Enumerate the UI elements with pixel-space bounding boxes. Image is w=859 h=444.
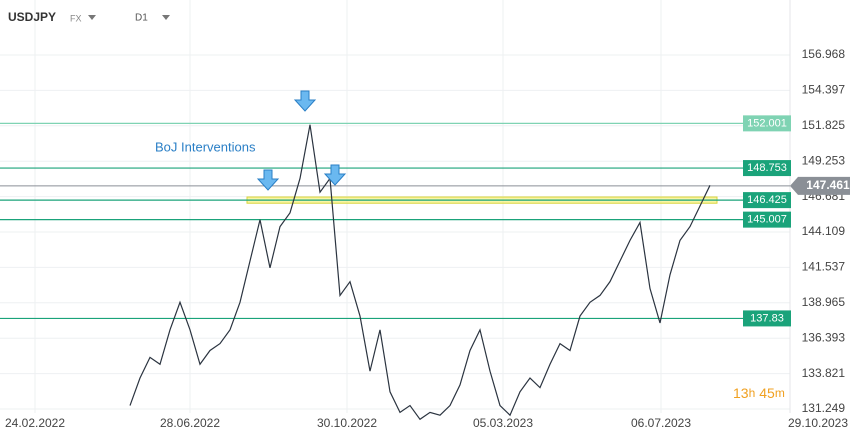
level-label-box bbox=[743, 310, 791, 327]
x-tick-label: 24.02.2022 bbox=[5, 416, 65, 430]
y-tick-label: 136.393 bbox=[802, 330, 846, 344]
intervention-arrow bbox=[293, 90, 317, 112]
symbol-dropdown[interactable] bbox=[88, 15, 96, 20]
x-tick-label: 28.06.2022 bbox=[160, 416, 220, 430]
x-tick-label: 29.10.2023 bbox=[788, 416, 848, 430]
intervention-arrow bbox=[323, 164, 347, 186]
y-tick-label: 131.249 bbox=[802, 401, 846, 415]
y-tick-label: 138.965 bbox=[802, 295, 846, 309]
level-label: 145.007 bbox=[747, 214, 787, 226]
symbol[interactable]: USDJPY bbox=[8, 10, 56, 24]
level-label: 152.001 bbox=[747, 117, 787, 129]
x-tick-label: 30.10.2022 bbox=[317, 416, 377, 430]
grid bbox=[0, 0, 790, 413]
y-tick-label: 154.397 bbox=[802, 83, 846, 97]
x-tick-label: 06.07.2023 bbox=[631, 416, 691, 430]
level-label-box bbox=[743, 160, 791, 177]
timeframe[interactable]: D1 bbox=[135, 13, 148, 24]
market: FX bbox=[70, 13, 82, 23]
level-label-box bbox=[743, 211, 791, 228]
current-price-tag bbox=[790, 176, 850, 195]
y-tick-label: 133.821 bbox=[802, 366, 846, 380]
level-label: 148.753 bbox=[747, 162, 787, 174]
price-line bbox=[129, 124, 711, 421]
timeframe-dropdown[interactable] bbox=[162, 15, 170, 20]
level-label-box bbox=[743, 115, 791, 132]
timer: 13h 45m bbox=[733, 385, 785, 401]
annotation: BoJ Interventions bbox=[155, 139, 256, 154]
y-tick-label: 151.825 bbox=[802, 118, 846, 132]
y-tick-label: 144.109 bbox=[802, 224, 846, 238]
x-tick-label: 05.03.2023 bbox=[473, 416, 533, 430]
intervention-arrow bbox=[256, 169, 280, 191]
level-label: 146.425 bbox=[747, 194, 787, 206]
current-price-label: 147.461 bbox=[806, 178, 850, 192]
y-tick-label: 149.253 bbox=[802, 153, 846, 167]
level-label-box bbox=[743, 192, 791, 209]
y-tick-label: 141.537 bbox=[802, 260, 846, 274]
y-tick-label: 156.968 bbox=[802, 47, 846, 61]
level-label: 137.83 bbox=[750, 312, 784, 324]
